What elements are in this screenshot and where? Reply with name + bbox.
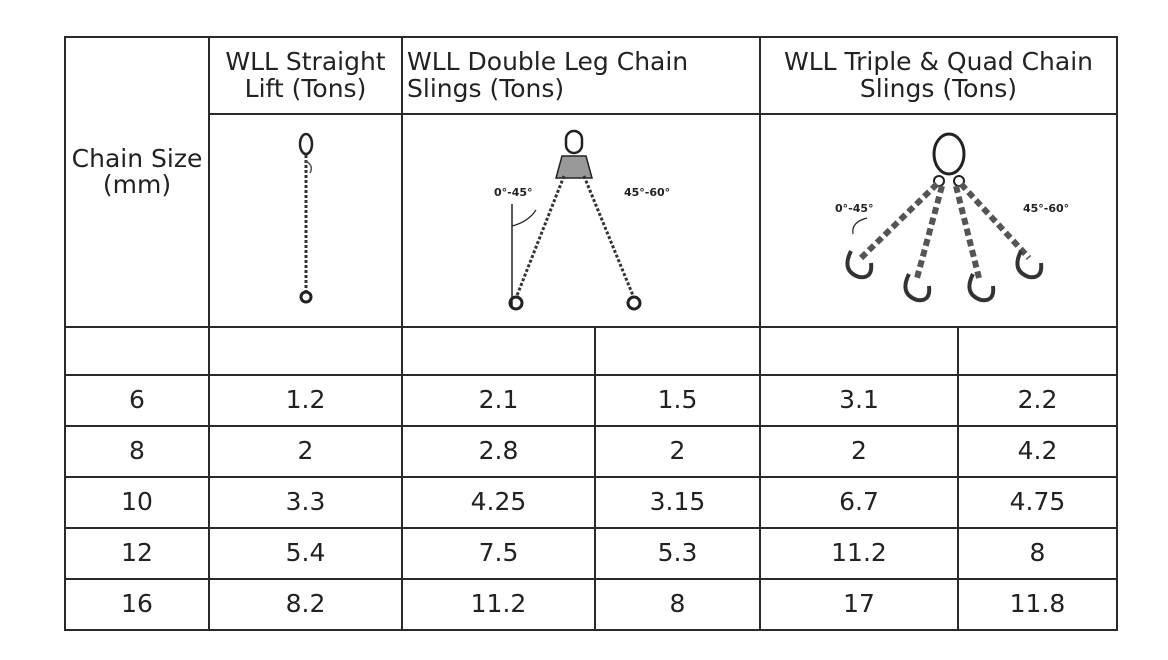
- double-0-45-cell: 11.2: [401, 578, 596, 631]
- table-row: 12 5.4 7.5 5.3 11.2 8: [64, 527, 1118, 580]
- double-45-60-cell: 2: [594, 425, 761, 478]
- double-45-60-cell: 1.5: [594, 374, 761, 427]
- double-0-45-cell: 2.1: [401, 374, 596, 427]
- header-triple-quad: WLL Triple & Quad Chain Slings (Tons): [759, 36, 1118, 115]
- double-0-45-cell: 4.25: [401, 476, 596, 529]
- quad-angle-a: 0°-45°: [835, 202, 874, 215]
- chain-size-cell: 8: [64, 425, 210, 478]
- straight-lift-cell: 2: [208, 425, 403, 478]
- double-45-60-cell: 8: [594, 578, 761, 631]
- quad-0-45-cell: 17: [759, 578, 959, 631]
- table-row: 6 1.2 2.1 1.5 3.1 2.2: [64, 374, 1118, 427]
- empty-subheader-row: [64, 326, 1118, 376]
- chain-size-cell: 12: [64, 527, 210, 580]
- straight-lift-cell: 8.2: [208, 578, 403, 631]
- double-0-45-cell: 2.8: [401, 425, 596, 478]
- quad-0-45-cell: 6.7: [759, 476, 959, 529]
- wll-table: Chain Size (mm) WLL Straight Lift (Tons)…: [64, 36, 1118, 631]
- quad-45-60-cell: 11.8: [957, 578, 1118, 631]
- quad-45-60-cell: 2.2: [957, 374, 1118, 427]
- empty-cell: [64, 326, 210, 376]
- quad-45-60-cell: 4.2: [957, 425, 1118, 478]
- empty-cell: [208, 326, 403, 376]
- straight-lift-cell: 5.4: [208, 527, 403, 580]
- empty-cell: [759, 326, 959, 376]
- double-45-60-cell: 3.15: [594, 476, 761, 529]
- table-row: 8 2 2.8 2 2 4.2: [64, 425, 1118, 478]
- empty-cell: [401, 326, 596, 376]
- straight-lift-cell: 1.2: [208, 374, 403, 427]
- quad-45-60-cell: 4.75: [957, 476, 1118, 529]
- quad-angle-b: 45°-60°: [1023, 202, 1069, 215]
- quad-leg-diagram-cell: 0°-45° 45°-60°: [759, 113, 1118, 328]
- chain-size-cell: 6: [64, 374, 210, 427]
- quad-leg-chain-icon: 0°-45° 45°-60°: [835, 132, 1069, 302]
- header-double-leg: WLL Double Leg Chain Slings (Tons): [401, 36, 761, 115]
- empty-cell: [957, 326, 1118, 376]
- double-45-60-cell: 5.3: [594, 527, 761, 580]
- chain-size-cell: 10: [64, 476, 210, 529]
- double-0-45-cell: 7.5: [401, 527, 596, 580]
- double-angle-a: 0°-45°: [494, 186, 533, 199]
- chain-size-cell: 16: [64, 578, 210, 631]
- single-leg-chain-icon: [298, 132, 313, 303]
- table-row: 10 3.3 4.25 3.15 6.7 4.75: [64, 476, 1118, 529]
- empty-cell: [594, 326, 761, 376]
- table-row: 16 8.2 11.2 8 17 11.8: [64, 578, 1118, 631]
- header-straight-lift: WLL Straight Lift (Tons): [208, 36, 403, 115]
- quad-0-45-cell: 3.1: [759, 374, 959, 427]
- header-chain-size: Chain Size (mm): [64, 36, 210, 328]
- double-leg-chain-icon: 0°-45° 45°-60°: [494, 129, 670, 310]
- quad-0-45-cell: 2: [759, 425, 959, 478]
- straight-lift-cell: 3.3: [208, 476, 403, 529]
- double-angle-b: 45°-60°: [624, 186, 670, 199]
- quad-0-45-cell: 11.2: [759, 527, 959, 580]
- quad-45-60-cell: 8: [957, 527, 1118, 580]
- straight-lift-diagram-cell: [208, 113, 403, 328]
- double-leg-diagram-cell: 0°-45° 45°-60°: [401, 113, 761, 328]
